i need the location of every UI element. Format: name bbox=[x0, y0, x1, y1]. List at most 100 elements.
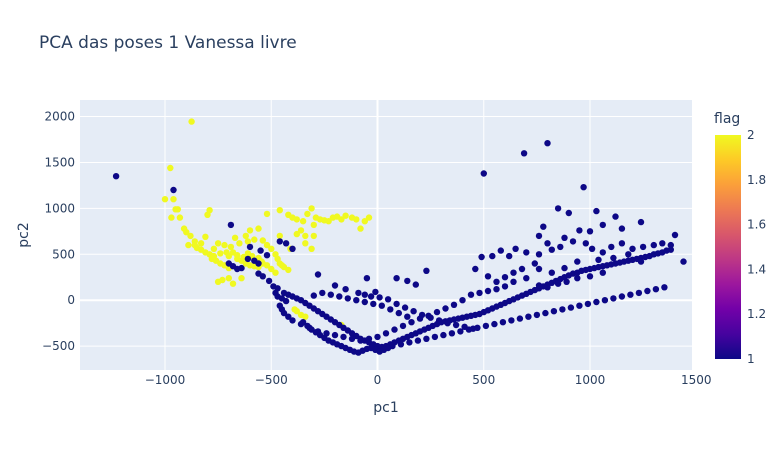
data-point[interactable] bbox=[365, 335, 373, 342]
data-point[interactable] bbox=[586, 228, 594, 235]
data-point[interactable] bbox=[493, 286, 500, 293]
data-point[interactable] bbox=[474, 324, 481, 331]
data-point[interactable] bbox=[644, 287, 651, 295]
data-point[interactable] bbox=[285, 313, 292, 320]
data-point[interactable] bbox=[293, 230, 300, 238]
data-point[interactable] bbox=[167, 164, 174, 172]
data-point[interactable] bbox=[576, 227, 583, 234]
data-point[interactable] bbox=[601, 297, 609, 304]
data-point[interactable] bbox=[574, 258, 581, 265]
data-point[interactable] bbox=[582, 240, 589, 247]
data-point[interactable] bbox=[499, 319, 507, 326]
data-point[interactable] bbox=[599, 249, 606, 256]
data-point[interactable] bbox=[523, 275, 530, 282]
data-point[interactable] bbox=[187, 232, 194, 240]
data-point[interactable] bbox=[608, 243, 615, 251]
data-point[interactable] bbox=[667, 246, 674, 253]
data-point[interactable] bbox=[625, 251, 632, 258]
data-point[interactable] bbox=[174, 206, 181, 213]
data-point[interactable] bbox=[459, 297, 466, 304]
data-point[interactable] bbox=[404, 277, 411, 285]
data-point[interactable] bbox=[535, 265, 543, 273]
data-point[interactable] bbox=[586, 273, 594, 280]
data-point[interactable] bbox=[227, 243, 235, 251]
data-point[interactable] bbox=[276, 207, 283, 214]
data-point[interactable] bbox=[444, 320, 451, 327]
data-point[interactable] bbox=[327, 291, 334, 298]
data-point[interactable] bbox=[353, 216, 360, 223]
data-point[interactable] bbox=[618, 293, 626, 300]
data-points[interactable] bbox=[112, 118, 687, 356]
data-point[interactable] bbox=[414, 337, 422, 344]
data-point[interactable] bbox=[382, 330, 390, 337]
data-point[interactable] bbox=[168, 214, 175, 221]
data-point[interactable] bbox=[268, 245, 275, 252]
data-point[interactable] bbox=[340, 333, 347, 341]
data-point[interactable] bbox=[401, 304, 409, 311]
data-point[interactable] bbox=[588, 245, 596, 252]
data-point[interactable] bbox=[331, 331, 339, 339]
data-point[interactable] bbox=[291, 306, 298, 313]
data-point[interactable] bbox=[548, 269, 555, 276]
data-point[interactable] bbox=[618, 240, 626, 247]
data-point[interactable] bbox=[637, 218, 645, 226]
data-point[interactable] bbox=[650, 241, 657, 249]
data-point[interactable] bbox=[231, 234, 239, 241]
data-point[interactable] bbox=[238, 275, 245, 282]
data-point[interactable] bbox=[299, 218, 307, 225]
data-point[interactable] bbox=[304, 322, 311, 330]
data-point[interactable] bbox=[272, 269, 279, 276]
data-point[interactable] bbox=[563, 278, 570, 285]
data-point[interactable] bbox=[285, 266, 292, 274]
data-point[interactable] bbox=[308, 205, 315, 212]
data-point[interactable] bbox=[637, 258, 645, 265]
data-point[interactable] bbox=[489, 252, 496, 260]
data-point[interactable] bbox=[244, 238, 252, 245]
data-point[interactable] bbox=[435, 317, 443, 324]
data-point[interactable] bbox=[610, 295, 617, 302]
data-point[interactable] bbox=[265, 277, 273, 285]
data-point[interactable] bbox=[442, 305, 449, 312]
data-point[interactable] bbox=[478, 253, 485, 261]
data-point[interactable] bbox=[357, 337, 364, 344]
data-point[interactable] bbox=[289, 317, 296, 324]
data-point[interactable] bbox=[263, 252, 271, 259]
data-point[interactable] bbox=[531, 260, 538, 267]
data-point[interactable] bbox=[387, 306, 394, 313]
data-point[interactable] bbox=[310, 221, 317, 229]
data-point[interactable] bbox=[412, 281, 419, 288]
data-point[interactable] bbox=[338, 216, 345, 223]
data-point[interactable] bbox=[629, 245, 636, 252]
data-point[interactable] bbox=[353, 297, 360, 304]
data-point[interactable] bbox=[501, 274, 509, 281]
data-point[interactable] bbox=[548, 246, 555, 253]
data-point[interactable] bbox=[314, 271, 322, 278]
data-point[interactable] bbox=[410, 308, 417, 315]
data-point[interactable] bbox=[397, 341, 405, 348]
data-point[interactable] bbox=[484, 273, 492, 280]
data-point[interactable] bbox=[535, 232, 543, 240]
data-point[interactable] bbox=[512, 245, 519, 252]
data-point[interactable] bbox=[599, 221, 606, 229]
data-point[interactable] bbox=[246, 243, 254, 251]
data-point[interactable] bbox=[542, 309, 549, 317]
data-point[interactable] bbox=[480, 170, 487, 177]
data-point[interactable] bbox=[176, 214, 184, 221]
data-point[interactable] bbox=[497, 247, 504, 254]
data-point[interactable] bbox=[561, 264, 568, 272]
data-point[interactable] bbox=[406, 339, 413, 346]
data-point[interactable] bbox=[370, 300, 377, 308]
data-point[interactable] bbox=[259, 273, 266, 280]
data-point[interactable] bbox=[580, 184, 587, 191]
data-point[interactable] bbox=[671, 231, 679, 239]
data-point[interactable] bbox=[282, 240, 290, 247]
data-point[interactable] bbox=[263, 210, 271, 218]
data-point[interactable] bbox=[610, 254, 617, 262]
data-point[interactable] bbox=[525, 313, 532, 320]
data-point[interactable] bbox=[234, 265, 241, 273]
data-point[interactable] bbox=[618, 225, 626, 232]
data-point[interactable] bbox=[310, 292, 317, 299]
data-point[interactable] bbox=[263, 262, 271, 269]
data-point[interactable] bbox=[188, 118, 195, 125]
data-point[interactable] bbox=[433, 308, 441, 316]
